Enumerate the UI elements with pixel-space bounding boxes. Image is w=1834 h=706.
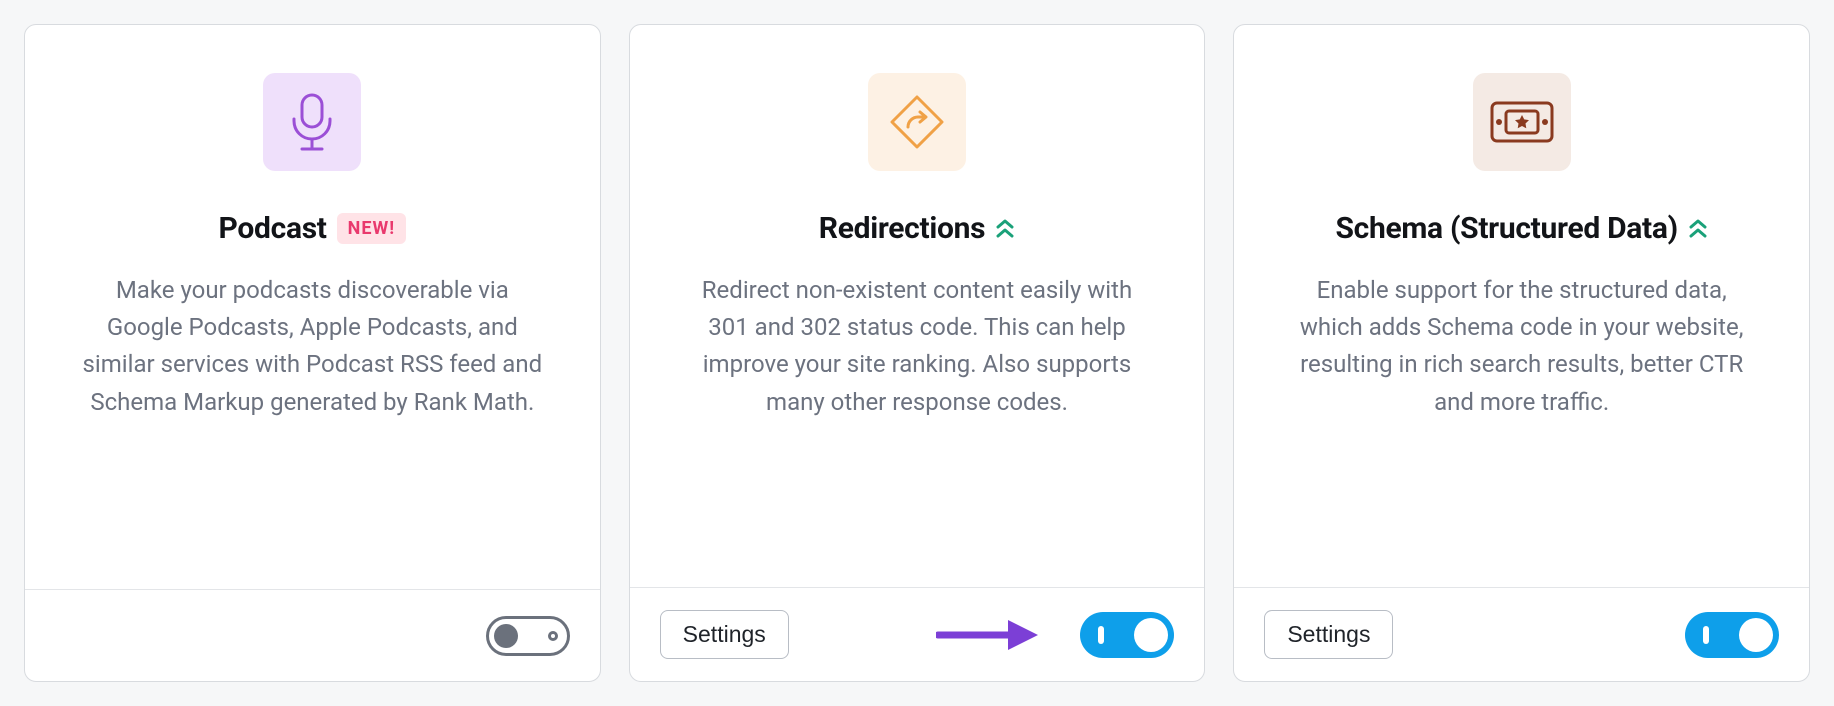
chevrons-up-icon <box>995 218 1015 240</box>
card-footer: Settings <box>630 587 1205 681</box>
chevrons-up-icon <box>1688 218 1708 240</box>
card-schema: Schema (Structured Data) Enable support … <box>1233 24 1810 682</box>
card-footer <box>25 589 600 681</box>
schema-icon <box>1473 73 1571 171</box>
card-title-row: Podcast NEW! <box>219 211 407 246</box>
settings-button[interactable]: Settings <box>660 610 789 659</box>
card-description: Enable support for the structured data, … <box>1292 272 1752 421</box>
pointer-arrow-icon <box>936 616 1046 654</box>
new-badge: NEW! <box>337 213 406 244</box>
card-title-row: Redirections <box>819 211 1015 246</box>
card-body: Podcast NEW! Make your podcasts discover… <box>25 25 600 589</box>
redirections-icon <box>868 73 966 171</box>
settings-button[interactable]: Settings <box>1264 610 1393 659</box>
module-cards-row: Podcast NEW! Make your podcasts discover… <box>0 0 1834 706</box>
card-body: Redirections Redirect non-existent conte… <box>630 25 1205 587</box>
toggle-redirections[interactable] <box>1080 612 1174 658</box>
card-redirections: Redirections Redirect non-existent conte… <box>629 24 1206 682</box>
toggle-schema[interactable] <box>1685 612 1779 658</box>
card-title: Podcast <box>219 211 327 246</box>
card-podcast: Podcast NEW! Make your podcasts discover… <box>24 24 601 682</box>
card-title: Schema (Structured Data) <box>1335 211 1677 246</box>
card-description: Make your podcasts discoverable via Goog… <box>82 272 542 421</box>
card-body: Schema (Structured Data) Enable support … <box>1234 25 1809 587</box>
card-description: Redirect non-existent content easily wit… <box>687 272 1147 421</box>
toggle-podcast[interactable] <box>486 616 570 656</box>
card-footer: Settings <box>1234 587 1809 681</box>
card-title-row: Schema (Structured Data) <box>1335 211 1707 246</box>
podcast-icon <box>263 73 361 171</box>
card-title: Redirections <box>819 211 985 246</box>
